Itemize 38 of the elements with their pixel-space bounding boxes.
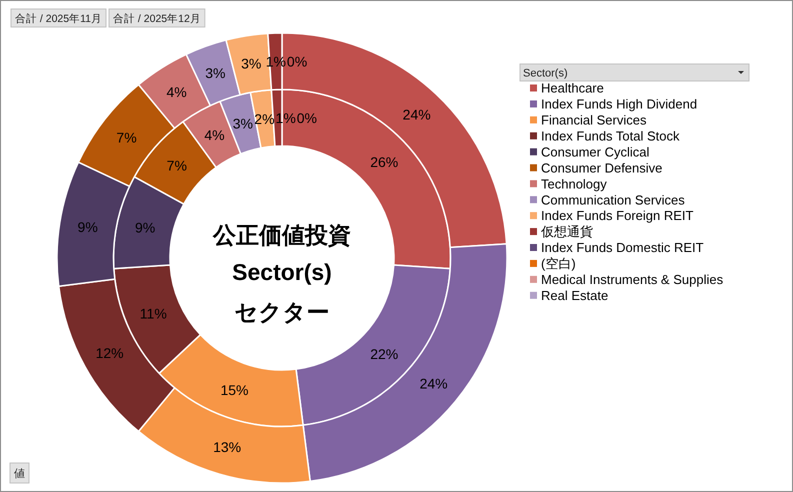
field-button: 合計 / 2025年11月 [10,8,106,28]
data-label: 13% [213,438,242,455]
data-label: 22% [370,346,398,362]
field-button: 合計 / 2025年12月 [108,8,206,28]
data-label: 7% [116,129,137,146]
legend-label: Index Funds Domestic REIT [541,240,704,256]
data-label: 3% [241,56,262,72]
legend-label: Index Funds Foreign REIT [541,208,694,224]
field-button: 値 [10,462,30,484]
data-label: 4% [166,84,187,100]
legend-label: Medical Instruments & Supplies [541,272,724,287]
data-label: 15% [220,382,249,398]
legend-label: Technology [541,176,608,192]
legend-title: Sector(s) [523,68,568,80]
data-label: 4% [204,127,225,144]
legend-label: (空白) [541,256,576,272]
data-label: 24% [420,375,448,392]
data-label: 26% [370,154,398,170]
text: 0% [286,53,308,70]
data-label: 3% [205,64,226,81]
center-text: 公正価値投資 Sector(s) セクター [213,222,351,325]
data-label: 9% [78,219,98,236]
legend-label: Consumer Cyclical [541,144,650,160]
legend-label: Healthcare [541,80,604,96]
text: 0% [296,110,318,126]
legend-label: Communication Services [541,192,686,208]
data-label: 9% [135,219,156,236]
legend-label: Index Funds High Dividend [541,96,698,112]
legend-label: Consumer Defensive [541,160,662,176]
data-label: 24% [402,106,431,123]
data-label: 7% [166,157,187,174]
data-label: 11% [140,306,167,322]
legend-label: Real Estate [541,288,608,303]
legend-label: Financial Services [541,112,647,128]
legend-label: Index Funds Total Stock [541,128,680,144]
data-label: 12% [96,344,124,361]
legend-label: 仮想通貨 [540,224,593,240]
data-label: 3% [232,115,253,132]
